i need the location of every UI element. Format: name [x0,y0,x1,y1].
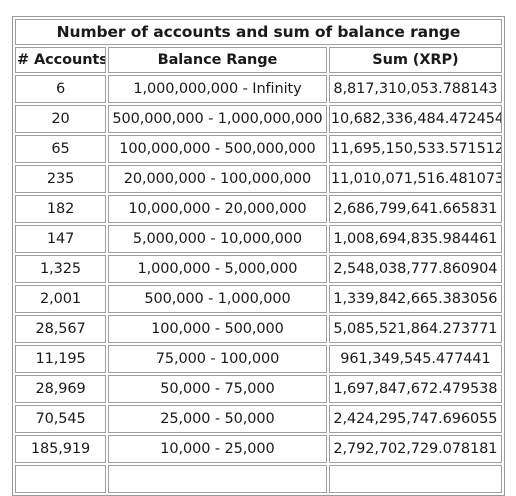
table-row: 6 1,000,000,000 - Infinity 8,817,310,053.7… [15,75,502,103]
cell-balance-range: 5,000,000 - 10,000,000 [108,225,327,253]
table-row: 28,567 100,000 - 500,000 5,085,521,864.273… [15,315,502,343]
cell-accounts: 70,545 [15,405,107,433]
accounts-balance-table: Number of accounts and sum of balance ra… [12,16,505,496]
table-row: 11,195 75,000 - 100,000 961,349,545.477441 [15,345,502,373]
cell-sum-xrp: 2,686,799,641.665831 [328,195,502,223]
table-row: 185,919 10,000 - 25,000 2,792,702,729.0781… [15,435,502,463]
cell-sum-xrp: 2,792,702,729.078181 [328,435,502,463]
cell-accounts: 11,195 [15,345,107,373]
cell-accounts: 235 [15,165,107,193]
cell-sum-xrp [328,465,502,493]
cell-accounts: 147 [15,225,107,253]
table-row: 2,001 500,000 - 1,000,000 1,339,842,665.38… [15,285,502,313]
cell-accounts [15,465,107,493]
table-row: 1,325 1,000,000 - 5,000,000 2,548,038,777.… [15,255,502,283]
cell-sum-xrp: 11,010,071,516.481073 [328,165,502,193]
table-row [15,465,502,493]
cell-balance-range: 50,000 - 75,000 [108,375,327,403]
table-row: 20 500,000,000 - 1,000,000,000 10,682,336,… [15,105,502,133]
cell-balance-range: 1,000,000,000 - Infinity [108,75,327,103]
cell-accounts: 185,919 [15,435,107,463]
table-row: 28,969 50,000 - 75,000 1,697,847,672.47953… [15,375,502,403]
cell-accounts: 28,567 [15,315,107,343]
table-header-row: # Accounts Balance Range Sum (XRP) [15,47,502,73]
cell-sum-xrp: 5,085,521,864.273771 [328,315,502,343]
table-row: 182 10,000,000 - 20,000,000 2,686,799,641.… [15,195,502,223]
cell-balance-range: 10,000,000 - 20,000,000 [108,195,327,223]
cell-accounts: 65 [15,135,107,163]
cell-accounts: 182 [15,195,107,223]
cell-sum-xrp: 961,349,545.477441 [328,345,502,373]
table-row: 70,545 25,000 - 50,000 2,424,295,747.69605… [15,405,502,433]
cell-sum-xrp: 11,695,150,533.571512 [328,135,502,163]
cell-sum-xrp: 1,339,842,665.383056 [328,285,502,313]
cell-balance-range: 1,000,000 - 5,000,000 [108,255,327,283]
cell-accounts: 6 [15,75,107,103]
cell-balance-range: 10,000 - 25,000 [108,435,327,463]
cell-balance-range: 100,000,000 - 500,000,000 [108,135,327,163]
header-accounts: # Accounts [15,47,107,73]
cell-balance-range: 500,000,000 - 1,000,000,000 [108,105,327,133]
cell-accounts: 28,969 [15,375,107,403]
cell-accounts: 2,001 [15,285,107,313]
cell-balance-range [108,465,327,493]
cell-balance-range: 20,000,000 - 100,000,000 [108,165,327,193]
cell-balance-range: 25,000 - 50,000 [108,405,327,433]
cell-sum-xrp: 1,697,847,672.479538 [328,375,502,403]
cell-accounts: 20 [15,105,107,133]
header-sum-xrp: Sum (XRP) [328,47,502,73]
cell-sum-xrp: 2,548,038,777.860904 [328,255,502,283]
cell-sum-xrp: 1,008,694,835.984461 [328,225,502,253]
table-body: 6 1,000,000,000 - Infinity 8,817,310,053.7… [15,75,502,493]
table-title: Number of accounts and sum of balance ra… [15,19,502,45]
table-caption-row: Number of accounts and sum of balance ra… [15,19,502,45]
cell-sum-xrp: 10,682,336,484.472454 [328,105,502,133]
cell-balance-range: 75,000 - 100,000 [108,345,327,373]
cell-accounts: 1,325 [15,255,107,283]
header-balance-range: Balance Range [108,47,327,73]
table-row: 65 100,000,000 - 500,000,000 11,695,150,53… [15,135,502,163]
cell-sum-xrp: 2,424,295,747.696055 [328,405,502,433]
table-row: 147 5,000,000 - 10,000,000 1,008,694,835.9… [15,225,502,253]
table-row: 235 20,000,000 - 100,000,000 11,010,071,51… [15,165,502,193]
cell-balance-range: 500,000 - 1,000,000 [108,285,327,313]
cell-sum-xrp: 8,817,310,053.788143 [328,75,502,103]
cell-balance-range: 100,000 - 500,000 [108,315,327,343]
